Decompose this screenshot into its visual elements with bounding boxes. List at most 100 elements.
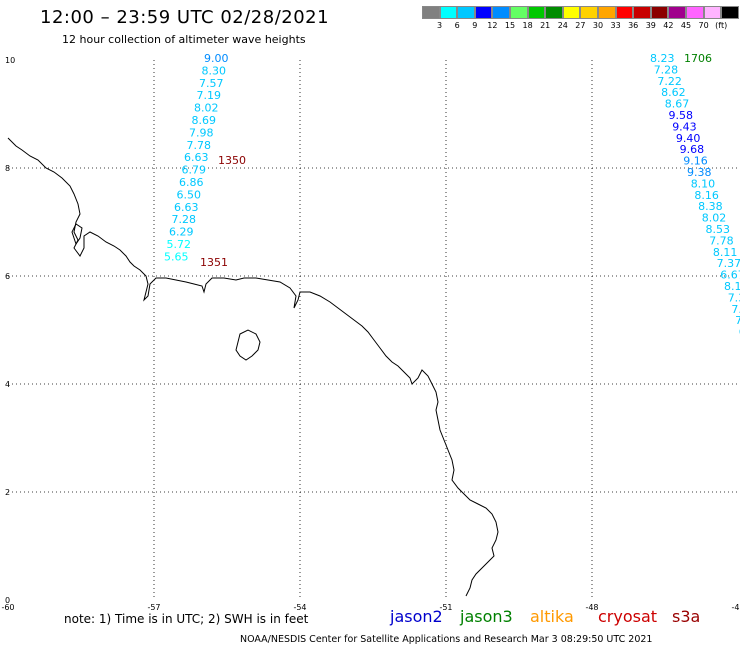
colorbar-swatch xyxy=(457,6,475,19)
wave-height-value: 6.63 xyxy=(184,151,209,164)
colorbar-swatch xyxy=(527,6,546,19)
map-grid xyxy=(8,60,740,600)
colorbar-label: 24 xyxy=(557,21,568,30)
wave-height-value: 9.16 xyxy=(683,155,708,168)
y-tick-label: 8 xyxy=(5,164,10,173)
colorbar-label: 30 xyxy=(592,21,604,30)
satellite-legend-s3a: s3a xyxy=(672,607,701,626)
colorbar-swatch xyxy=(492,6,510,19)
wave-height-value: 7.22 xyxy=(657,75,682,88)
wave-height-value: 8.16 xyxy=(694,189,719,202)
colorbar-swatch xyxy=(668,6,686,19)
track-time-label: 1350 xyxy=(218,154,246,167)
wave-height-value: 6.79 xyxy=(182,164,207,177)
wave-height-value: 9.40 xyxy=(676,132,701,145)
wave-height-value: 7.4 xyxy=(731,303,740,316)
colorbar-swatch xyxy=(650,6,669,19)
wave-height-value: 8.30 xyxy=(202,64,227,77)
y-tick-label: 2 xyxy=(5,488,10,497)
wave-height-value: 8.10 xyxy=(691,177,716,190)
x-tick-label: -57 xyxy=(147,603,160,612)
wave-height-colorbar xyxy=(422,6,739,19)
wave-height-value: 6.67 xyxy=(720,269,740,282)
colorbar-swatch xyxy=(545,6,563,19)
wave-height-value: 6.29 xyxy=(169,226,194,239)
satellite-legend-cryosat: cryosat xyxy=(598,607,658,626)
wave-height-value: 7.3 xyxy=(728,291,740,304)
colorbar-label: 39 xyxy=(645,21,656,30)
colorbar-swatch xyxy=(615,6,634,19)
satellite-legend-altika: altika xyxy=(530,607,574,626)
wave-height-value: 7.28 xyxy=(172,213,197,226)
x-tick-label: -54 xyxy=(293,603,306,612)
wave-height-value: 7.78 xyxy=(709,234,734,247)
wave-height-value: 7.78 xyxy=(187,139,212,152)
x-tick-label: -51 xyxy=(439,603,452,612)
wave-height-value: 8.02 xyxy=(194,102,219,115)
x-tick-label: -45 xyxy=(731,603,740,612)
colorbar-swatch xyxy=(633,6,651,19)
wave-height-value: 8.69 xyxy=(192,114,217,127)
wave-height-value: 8.02 xyxy=(702,212,727,225)
wave-height-value: 8.11 xyxy=(713,246,738,259)
y-tick-label: 4 xyxy=(5,380,10,389)
colorbar-label: 27 xyxy=(575,21,586,30)
wave-height-value: 6.63 xyxy=(174,201,199,214)
colorbar-swatch xyxy=(562,6,581,19)
inlet-outline xyxy=(71,223,83,246)
colorbar-swatch xyxy=(509,6,528,19)
wave-height-value: 7.98 xyxy=(189,126,214,139)
colorbar-swatch xyxy=(580,6,598,19)
colorbar-label: 12 xyxy=(487,21,498,30)
wave-height-value: 5.72 xyxy=(167,238,192,251)
wave-height-value: 8.53 xyxy=(706,223,731,236)
wave-height-value: 9.58 xyxy=(669,109,694,122)
wave-height-value: 8.62 xyxy=(661,86,686,99)
satellite-legend-jason2: jason2 xyxy=(390,607,443,626)
wave-height-value: 8.67 xyxy=(665,98,690,111)
y-tick-label: 10 xyxy=(5,56,15,65)
coastline xyxy=(7,137,499,597)
wave-height-value: 6.50 xyxy=(177,188,202,201)
wave-height-value: 7.57 xyxy=(199,77,224,90)
colorbar-swatch xyxy=(597,6,616,19)
wave-height-value: 5.65 xyxy=(164,250,189,263)
colorbar-label: 45 xyxy=(680,21,692,30)
wave-height-value: 7. xyxy=(735,314,740,327)
credit-line: NOAA/NESDIS Center for Satellite Applica… xyxy=(240,634,653,645)
colorbar-label: 42 xyxy=(663,21,674,30)
colorbar-label: 33 xyxy=(610,21,621,30)
y-tick-label: 6 xyxy=(5,272,10,281)
colorbar-label: 15 xyxy=(504,21,516,30)
colorbar-label: 21 xyxy=(540,21,551,30)
wave-height-value: 9.38 xyxy=(687,166,712,179)
y-tick-label: 0 xyxy=(5,596,10,605)
colorbar-label: 36 xyxy=(628,21,639,30)
colorbar-label: (ft) xyxy=(715,21,728,30)
colorbar-swatch xyxy=(703,6,722,19)
wave-height-value: 9.00 xyxy=(204,52,229,65)
wave-height-value: 9.43 xyxy=(672,120,697,133)
wave-height-value: 8.38 xyxy=(698,200,723,213)
colorbar-label: 18 xyxy=(522,21,533,30)
wave-height-value: 6.86 xyxy=(179,176,204,189)
colorbar-label: 3 xyxy=(437,21,443,30)
footer-note: note: 1) Time is in UTC; 2) SWH is in fe… xyxy=(64,612,309,626)
colorbar-swatch xyxy=(474,6,493,19)
colorbar-swatch xyxy=(422,6,440,19)
track-time-label: 1706 xyxy=(684,52,712,65)
map-subtitle: 12 hour collection of altimeter wave hei… xyxy=(62,33,306,46)
x-tick-label: -48 xyxy=(585,603,598,612)
wave-height-value: 7.28 xyxy=(654,63,679,76)
axis-ticks: -60 -57 -54 -51 -48 -45 0 2 4 6 8 10 xyxy=(1,56,740,612)
colorbar-swatch xyxy=(721,6,739,19)
wave-height-value: 8.23 xyxy=(650,52,675,65)
colorbar-label: 70 xyxy=(698,21,709,30)
x-tick-label: -60 xyxy=(1,603,14,612)
island-outline xyxy=(235,329,261,361)
wave-height-value: 9.68 xyxy=(680,143,705,156)
wave-height-value: 7.37 xyxy=(717,257,740,270)
colorbar-swatch xyxy=(685,6,704,19)
colorbar-label: 9 xyxy=(472,21,478,30)
